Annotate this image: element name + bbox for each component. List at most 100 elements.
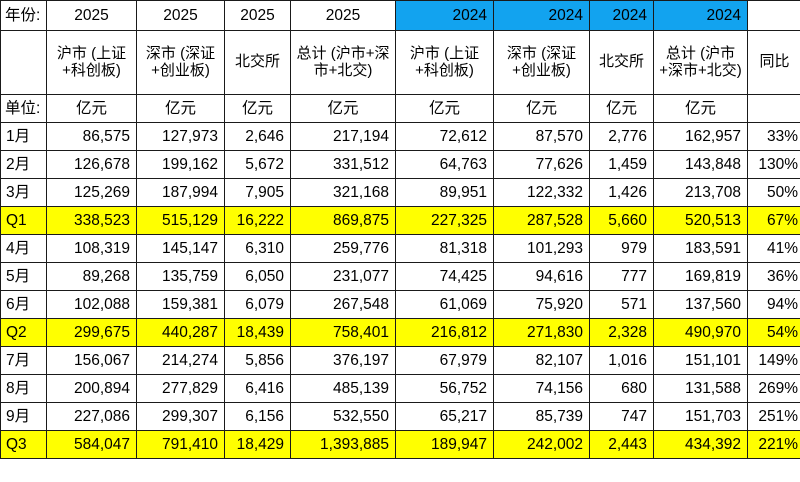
value-cell: 67,979 — [395, 346, 494, 375]
value-cell: 169,819 — [653, 262, 748, 291]
unit-cell: 亿元 — [224, 94, 291, 123]
value-cell: 277,829 — [136, 374, 225, 403]
month-row: 6月 102,088 159,381 6,079 267,548 61,069 75,920… — [0, 290, 800, 319]
value-cell: 151,703 — [653, 402, 748, 431]
month-row: 7月 156,067 214,274 5,856 376,197 67,979 82,107… — [0, 346, 800, 375]
row-label: 5月 — [0, 262, 47, 291]
quarter-row: Q2 299,675 440,287 18,439 758,401 216,812 271,… — [0, 318, 800, 347]
value-cell: 231,077 — [290, 262, 396, 291]
value-cell: 151,101 — [653, 346, 748, 375]
yoy-cell: 54% — [747, 318, 800, 347]
year-cell-2024: 2024 — [493, 0, 590, 31]
value-cell: 1,459 — [589, 150, 654, 179]
yoy-cell: 36% — [747, 262, 800, 291]
value-cell: 271,830 — [493, 318, 590, 347]
value-cell: 74,425 — [395, 262, 494, 291]
market-header-sz: 深市 (深证+创业板) — [136, 30, 225, 95]
value-cell: 520,513 — [653, 206, 748, 235]
year-cell-2024: 2024 — [589, 0, 654, 31]
market-header-total: 总计 (沪市+深市+北交) — [290, 30, 396, 95]
value-cell: 5,660 — [589, 206, 654, 235]
yoy-cell: 94% — [747, 290, 800, 319]
year-header-row: 年份: 2025 2025 2025 2025 2024 2024 2024 2… — [0, 0, 800, 31]
value-cell: 5,672 — [224, 150, 291, 179]
market-header-sh: 沪市 (上证+科创板) — [46, 30, 137, 95]
value-cell: 227,325 — [395, 206, 494, 235]
value-cell: 145,147 — [136, 234, 225, 263]
unit-cell: 亿元 — [493, 94, 590, 123]
value-cell: 227,086 — [46, 402, 137, 431]
value-cell: 137,560 — [653, 290, 748, 319]
value-cell: 89,268 — [46, 262, 137, 291]
value-cell: 18,439 — [224, 318, 291, 347]
value-cell: 101,293 — [493, 234, 590, 263]
value-cell: 321,168 — [290, 178, 396, 207]
value-cell: 18,429 — [224, 430, 291, 459]
value-cell: 74,156 — [493, 374, 590, 403]
yoy-cell: 33% — [747, 122, 800, 151]
value-cell: 86,575 — [46, 122, 137, 151]
value-cell: 199,162 — [136, 150, 225, 179]
month-row: 1月 86,575 127,973 2,646 217,194 72,612 87,570 2… — [0, 122, 800, 151]
value-cell: 747 — [589, 402, 654, 431]
value-cell: 200,894 — [46, 374, 137, 403]
row-label: Q2 — [0, 318, 47, 347]
month-row: 5月 89,268 135,759 6,050 231,077 74,425 94,616 7… — [0, 262, 800, 291]
value-cell: 485,139 — [290, 374, 396, 403]
value-cell: 6,050 — [224, 262, 291, 291]
value-cell: 156,067 — [46, 346, 137, 375]
row-label: Q1 — [0, 206, 47, 235]
value-cell: 87,570 — [493, 122, 590, 151]
value-cell: 127,973 — [136, 122, 225, 151]
value-cell: 77,626 — [493, 150, 590, 179]
value-cell: 2,328 — [589, 318, 654, 347]
value-cell: 125,269 — [46, 178, 137, 207]
market-header-sh: 沪市 (上证+科创板) — [395, 30, 494, 95]
value-cell: 5,856 — [224, 346, 291, 375]
value-cell: 2,646 — [224, 122, 291, 151]
value-cell: 6,416 — [224, 374, 291, 403]
yoy-cell: 221% — [747, 430, 800, 459]
market-header-row: 沪市 (上证+科创板) 深市 (深证+创业板) 北交所 总计 (沪市+深市+北交… — [0, 30, 800, 95]
market-header-sz: 深市 (深证+创业板) — [493, 30, 590, 95]
value-cell: 242,002 — [493, 430, 590, 459]
value-cell: 584,047 — [46, 430, 137, 459]
value-cell: 6,310 — [224, 234, 291, 263]
market-header-total: 总计 (沪市+深市+北交) — [653, 30, 748, 95]
yoy-cell: 149% — [747, 346, 800, 375]
value-cell: 267,548 — [290, 290, 396, 319]
row-label: 3月 — [0, 178, 47, 207]
value-cell: 777 — [589, 262, 654, 291]
value-cell: 131,588 — [653, 374, 748, 403]
unit-cell: 亿元 — [589, 94, 654, 123]
value-cell: 6,156 — [224, 402, 291, 431]
yoy-cell: 67% — [747, 206, 800, 235]
value-cell: 1,426 — [589, 178, 654, 207]
unit-cell: 亿元 — [136, 94, 225, 123]
market-header-yoy: 同比 — [747, 30, 800, 95]
value-cell: 299,307 — [136, 402, 225, 431]
value-cell: 213,708 — [653, 178, 748, 207]
value-cell: 75,920 — [493, 290, 590, 319]
yoy-cell: 41% — [747, 234, 800, 263]
value-cell: 187,994 — [136, 178, 225, 207]
value-cell: 532,550 — [290, 402, 396, 431]
value-cell: 287,528 — [493, 206, 590, 235]
value-cell: 680 — [589, 374, 654, 403]
value-cell: 979 — [589, 234, 654, 263]
value-cell: 259,776 — [290, 234, 396, 263]
value-cell: 122,332 — [493, 178, 590, 207]
row-label: 2月 — [0, 150, 47, 179]
year-cell: 2025 — [46, 0, 137, 31]
value-cell: 143,848 — [653, 150, 748, 179]
unit-label: 单位: — [0, 94, 47, 123]
yoy-cell: 50% — [747, 178, 800, 207]
value-cell: 126,678 — [46, 150, 137, 179]
value-cell: 440,287 — [136, 318, 225, 347]
row-label: 6月 — [0, 290, 47, 319]
value-cell: 214,274 — [136, 346, 225, 375]
value-cell: 102,088 — [46, 290, 137, 319]
market-header-bse: 北交所 — [224, 30, 291, 95]
unit-cell — [747, 94, 800, 123]
row-label: 1月 — [0, 122, 47, 151]
